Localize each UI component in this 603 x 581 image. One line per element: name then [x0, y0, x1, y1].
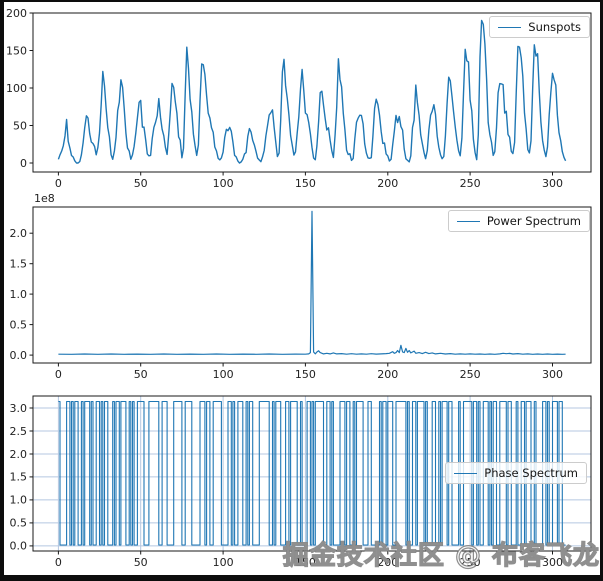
- y-tick-label: 0.5: [10, 318, 28, 331]
- y-tick-label: 1.0: [10, 288, 28, 301]
- watermark: 掘金技术社区 @ 布客飞龙: [282, 540, 600, 571]
- legend-line-sample: [498, 26, 522, 28]
- x-tick-label: 300: [542, 368, 563, 381]
- x-tick-label: 200: [377, 556, 398, 569]
- legend-label-phase-spectrum: Phase Spectrum: [484, 466, 578, 480]
- y-tick-label: 0.5: [10, 517, 28, 530]
- x-tick-label: 0: [55, 556, 62, 569]
- plot-border: [32, 206, 592, 364]
- legend-label-power-spectrum: Power Spectrum: [486, 214, 581, 228]
- x-tick-label: 200: [377, 177, 398, 190]
- phase-spectrum-series-line: [58, 400, 566, 546]
- x-tick-label: 100: [213, 368, 234, 381]
- y-tick-label: 1.0: [10, 494, 28, 507]
- y-tick-label: 2.0: [10, 227, 28, 240]
- plot-border: [32, 12, 592, 173]
- x-tick-label: 150: [295, 556, 316, 569]
- sunspots-subplot: 0 50 100 150 200 250 300 0 50 100 150 200: [6, 7, 592, 190]
- legend-line-sample: [454, 472, 478, 474]
- y-tick-label: 3.0: [10, 402, 28, 415]
- sunspots-series-line: [57, 19, 567, 164]
- x-tick-label: 200: [377, 368, 398, 381]
- x-tick-label: 150: [295, 177, 316, 190]
- y-tick-label: 0: [20, 157, 27, 170]
- x-tick-label: 50: [134, 556, 148, 569]
- y-tick-label: 100: [6, 82, 27, 95]
- legend-phase-spectrum: Phase Spectrum: [445, 462, 587, 484]
- x-tick-label: 150: [295, 368, 316, 381]
- x-tick-label: 300: [542, 177, 563, 190]
- power-spectrum-series-line: [58, 210, 566, 355]
- legend-sunspots: Sunspots: [489, 16, 590, 38]
- y-tick-label: 2.5: [10, 425, 28, 438]
- x-tick-label: 100: [213, 177, 234, 190]
- plot-border: [32, 395, 592, 552]
- y-tick-label: 1.5: [10, 258, 28, 271]
- y-tick-label: 0.0: [10, 540, 28, 553]
- y-axis-offset-label: 1e8: [34, 192, 55, 205]
- y-tick-label: 50: [13, 119, 27, 132]
- x-tick-label: 50: [134, 177, 148, 190]
- y-tick-label: 0.0: [10, 349, 28, 362]
- power-spectrum-subplot: 0 50 100 150 200 250 300 0.0 0.5 1.0 1.5 2.0 1e8: [10, 192, 592, 381]
- x-tick-label: 50: [134, 368, 148, 381]
- legend-label-sunspots: Sunspots: [528, 20, 581, 34]
- y-tick-label: 1.5: [10, 471, 28, 484]
- x-tick-label: 250: [460, 368, 481, 381]
- y-tick-label: 150: [6, 44, 27, 57]
- legend-power-spectrum: Power Spectrum: [447, 210, 590, 232]
- x-tick-label: 250: [460, 177, 481, 190]
- x-tick-label: 300: [542, 556, 563, 569]
- y-tick-label: 2.0: [10, 448, 28, 461]
- x-tick-label: 250: [460, 556, 481, 569]
- x-tick-label: 0: [55, 177, 62, 190]
- x-tick-label: 100: [213, 556, 234, 569]
- legend-line-sample: [456, 220, 480, 222]
- y-tick-label: 200: [6, 7, 27, 20]
- x-tick-label: 0: [55, 368, 62, 381]
